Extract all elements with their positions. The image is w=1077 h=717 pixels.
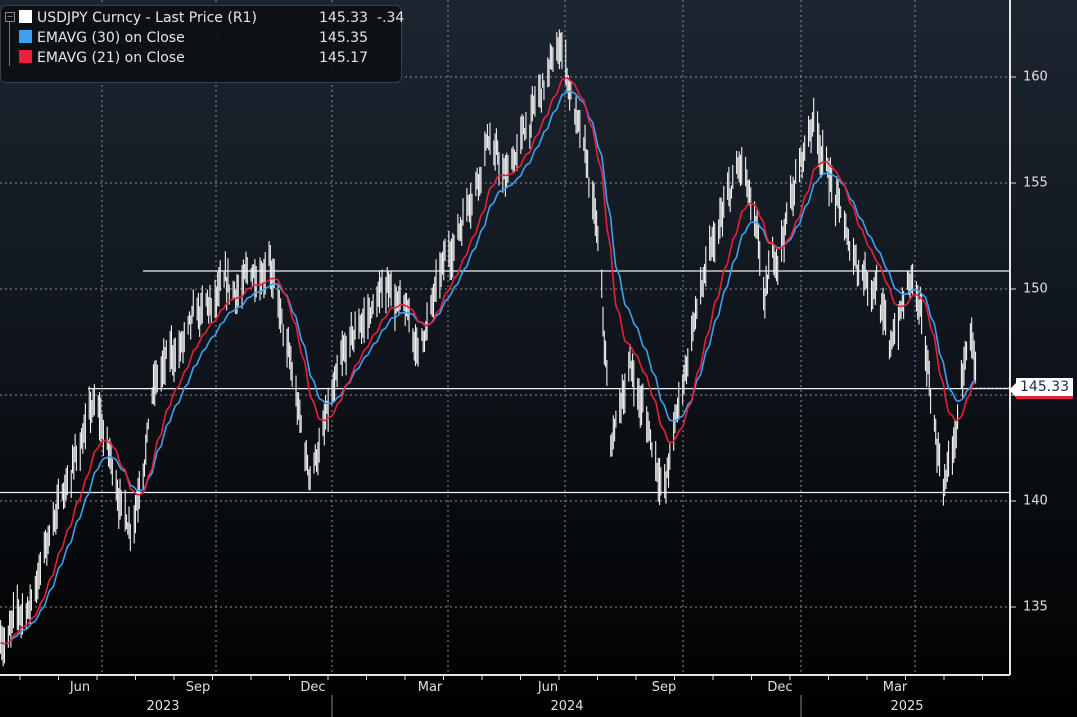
x-tick-label: Mar bbox=[882, 680, 908, 695]
legend-change: -.34 bbox=[377, 10, 405, 26]
x-tick-label: Jun bbox=[69, 680, 91, 695]
legend-label: EMAVG (21) on Close bbox=[37, 50, 185, 66]
ema30-line bbox=[0, 90, 976, 645]
legend-label: EMAVG (30) on Close bbox=[37, 30, 185, 46]
y-tick-label: 135 bbox=[1023, 599, 1048, 615]
swatch-red-icon bbox=[19, 50, 32, 63]
x-tick-label: Dec bbox=[300, 680, 326, 695]
x-tick-label: Sep bbox=[651, 680, 677, 695]
legend-item-price: USDJPY Curncy - Last Price (R1) 145.33 -.3… bbox=[19, 8, 404, 28]
legend-item-ema21: EMAVG (21) on Close 145.17 bbox=[19, 48, 399, 68]
x-tick-label: Jun bbox=[537, 680, 559, 695]
legend-tree-line bbox=[9, 22, 16, 66]
legend-value: 145.33 bbox=[319, 10, 368, 26]
ema21-line bbox=[0, 77, 976, 645]
y-tick-label: 150 bbox=[1023, 281, 1048, 297]
x-tick-label: Dec bbox=[767, 680, 793, 695]
legend-value: 145.35 bbox=[319, 30, 368, 46]
y-tick-label: 140 bbox=[1023, 493, 1048, 509]
x-tick-label: Mar bbox=[417, 680, 443, 695]
x-tick-label: Sep bbox=[185, 680, 211, 695]
y-tick-label: 160 bbox=[1023, 69, 1048, 85]
y-tick-label: 155 bbox=[1023, 175, 1048, 191]
legend-label: USDJPY Curncy - Last Price (R1) bbox=[37, 10, 257, 26]
swatch-blue-icon bbox=[19, 30, 32, 43]
legend-item-ema30: EMAVG (30) on Close 145.35 bbox=[19, 28, 399, 48]
x-year-label: 2025 bbox=[890, 699, 924, 714]
legend: − USDJPY Curncy - Last Price (R1) 145.33-… bbox=[0, 5, 404, 83]
collapse-icon[interactable]: − bbox=[5, 12, 15, 22]
swatch-white-icon bbox=[19, 10, 32, 23]
x-year-label: 2023 bbox=[146, 699, 180, 714]
last-price-tag: 145.33 bbox=[1009, 378, 1073, 399]
x-year-label: 2024 bbox=[550, 699, 584, 714]
legend-value: 145.17 bbox=[319, 50, 368, 66]
